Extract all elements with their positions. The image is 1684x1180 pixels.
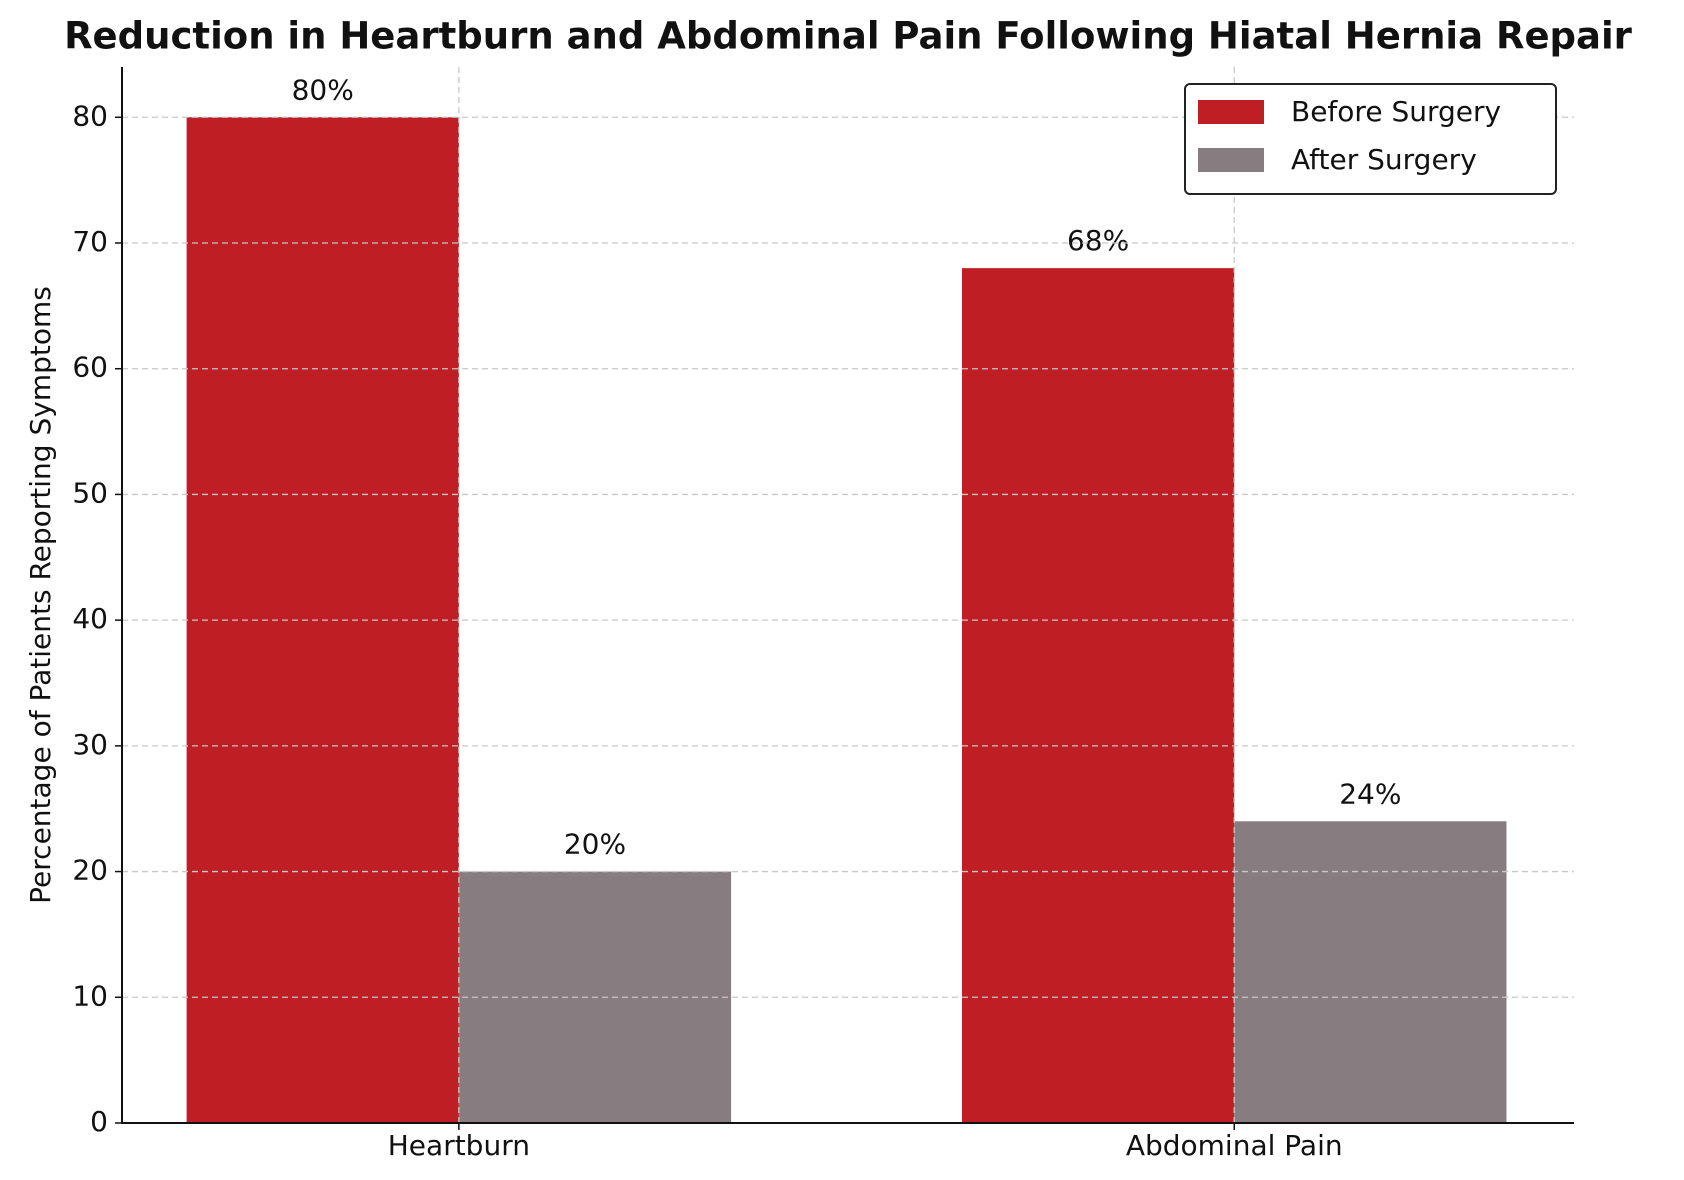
y-tick-label: 70	[72, 225, 108, 258]
y-tick-label: 30	[72, 728, 108, 761]
x-tick-label: Heartburn	[388, 1129, 530, 1162]
y-tick-label: 20	[72, 854, 108, 887]
grid	[122, 67, 1574, 1123]
y-tick-label: 80	[72, 99, 108, 132]
value-label: 68%	[1067, 224, 1129, 257]
y-axis-label: Percentage of Patients Reporting Symptom…	[24, 286, 57, 904]
legend-label: After Surgery	[1291, 143, 1477, 176]
chart-title: Reduction in Heartburn and Abdominal Pai…	[64, 15, 1633, 58]
bar	[961, 268, 1235, 1124]
legend-swatch	[1198, 100, 1264, 124]
bar	[1234, 821, 1507, 1123]
y-tick-label: 40	[72, 602, 108, 635]
y-tick-label: 60	[72, 351, 108, 384]
y-tick-label: 10	[72, 979, 108, 1012]
y-tick-label: 50	[72, 476, 108, 509]
value-label: 80%	[292, 73, 354, 106]
axis	[121, 67, 1574, 1124]
value-label: 20%	[564, 828, 626, 861]
legend-label: Before Surgery	[1291, 95, 1501, 128]
legend	[1184, 83, 1557, 195]
x-tick-label: Abdominal Pain	[1126, 1129, 1343, 1162]
legend-swatch	[1198, 148, 1264, 172]
value-label: 24%	[1339, 777, 1401, 810]
y-tick-label: 0	[90, 1105, 108, 1138]
